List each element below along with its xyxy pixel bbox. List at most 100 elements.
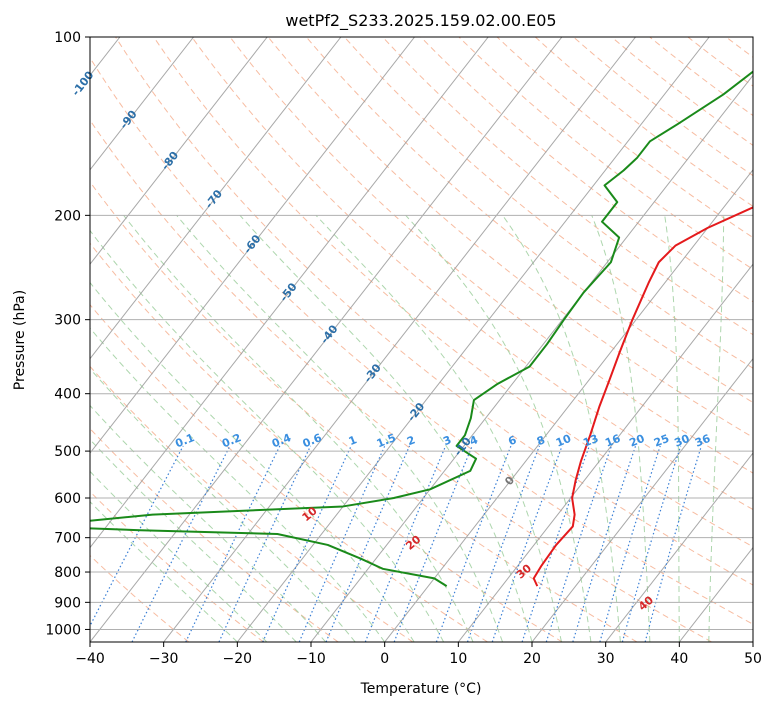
moist-adiabat-line [90, 404, 327, 642]
isotherm-line [163, 37, 636, 642]
mixing-ratio-line [572, 445, 637, 642]
plot-frame [89, 36, 754, 643]
isotherm-line [310, 74, 753, 642]
mixing-ratio-line [262, 445, 352, 642]
moist-adiabat-line [90, 367, 356, 642]
dry-adiabat-line [90, 427, 339, 642]
mixing-ratio-line [521, 445, 590, 642]
mixing-ratio-label: 1 [347, 433, 359, 448]
x-tick-label: 20 [523, 651, 541, 667]
dry-adiabat-line [267, 37, 753, 438]
moist-adiabat-line [176, 215, 504, 642]
x-tick-label: −20 [223, 651, 253, 667]
isotherm-line [236, 37, 710, 642]
mixing-ratio-label: 13 [581, 432, 600, 450]
moist-adiabat-line [90, 470, 268, 642]
dry-adiabat-line [764, 37, 775, 642]
mixing-ratio-label: 10 [554, 432, 573, 450]
moist-adiabat-line [664, 215, 680, 642]
mixing-ratio-label: 30 [672, 432, 691, 450]
isotherm-label: -60 [241, 232, 264, 256]
mixing-ratio-label: 0.1 [173, 431, 196, 450]
mixing-ratio-line [298, 445, 386, 642]
moist-adiabat-line [90, 501, 238, 642]
isotherm-line [90, 37, 342, 360]
mixing-ratio-line [545, 445, 613, 642]
dry-adiabat-line [90, 56, 753, 625]
chart-title: wetPf2_S233.2025.159.02.00.E05 [285, 11, 556, 31]
dry-adiabat-line [90, 303, 488, 642]
mixing-ratio-line [599, 445, 661, 642]
dry-adiabat-line [90, 365, 414, 642]
mixing-ratio-label: 20 [627, 432, 646, 450]
dry-adiabat-line [458, 37, 753, 270]
moist-adiabat-line [502, 215, 621, 642]
mixing-ratio-line [185, 445, 281, 642]
mixing-ratio-line [325, 445, 411, 642]
mixing-ratio-line [466, 445, 541, 642]
mixing-ratio-line [435, 445, 512, 642]
y-tick-label: 700 [54, 531, 81, 547]
y-tick-label: 600 [54, 491, 81, 507]
x-axis-title: Temperature (°C) [360, 681, 482, 697]
dry-adiabat-line [90, 119, 712, 642]
mixing-ratio-label: 25 [652, 432, 671, 450]
mixing-ratio-label: 0.2 [220, 431, 243, 450]
dry-adiabat-line [687, 37, 753, 87]
isotherm-line [90, 37, 489, 549]
x-tick-label: 50 [744, 651, 762, 667]
moist-adiabat-line [239, 215, 533, 642]
y-tick-label: 300 [54, 313, 81, 329]
y-tick-label: 1000 [45, 622, 81, 638]
isotherm-label: -80 [159, 149, 182, 173]
isotherm-label: -50 [277, 280, 300, 304]
moist-adiabat-line [591, 215, 651, 642]
mixing-ratio-line [644, 445, 702, 642]
theta-e-line [0, 215, 2, 642]
isotherm-line [90, 37, 415, 454]
x-tick-label: 40 [670, 651, 688, 667]
theta-label: 30 [514, 561, 534, 581]
line-labels: -100-90-80-70-60-50-40-30-20-1000.1 0.2 0.… [69, 68, 712, 613]
x-tick-label: 0 [380, 651, 389, 667]
x-tick-label: 30 [597, 651, 615, 667]
dry-adiabat-line [115, 37, 753, 586]
dewpoint-profile-line [90, 70, 753, 587]
mixing-ratio-label: 3 [441, 433, 453, 448]
moist-adiabat-line [708, 215, 725, 642]
isotherm-line [531, 357, 753, 642]
mixing-ratio-line [491, 445, 563, 642]
mixing-ratio-label: 0.6 [301, 431, 324, 450]
x-tick-label: −30 [149, 651, 179, 667]
mixing-ratio-label: 16 [603, 432, 622, 450]
profile-series [90, 70, 753, 587]
mixing-ratio-label: 0.4 [270, 431, 293, 450]
mixing-ratio-label: 6 [506, 433, 518, 448]
isotherm-label: -30 [361, 361, 384, 385]
isotherm-line [384, 168, 753, 642]
y-tick-label: 200 [54, 208, 81, 224]
moist-adiabat-line [90, 229, 445, 642]
dry-adiabat-line [420, 37, 753, 303]
isotherm-line [752, 641, 753, 642]
moist-adiabat-line [90, 281, 415, 642]
mixing-ratio-label: 8 [535, 433, 547, 448]
x-axis-ticks: −40 −30 −20 −10 0 10 20 30 40 50 [75, 642, 762, 667]
temperature-profile-line [532, 206, 753, 587]
isotherm-label: -20 [405, 400, 428, 424]
isotherm-line [457, 263, 753, 642]
x-tick-label: −10 [296, 651, 326, 667]
dry-adiabat-line [573, 37, 753, 177]
moist-adiabat-line [90, 438, 297, 642]
isotherm-label: -100 [69, 68, 96, 98]
mixing-ratio-label: 36 [693, 432, 712, 450]
moist-adiabat-line [123, 215, 474, 642]
x-tick-label: −40 [75, 651, 105, 667]
dry-adiabat-line [153, 37, 753, 548]
dry-adiabat-line [229, 37, 753, 474]
isotherm-line [90, 37, 563, 642]
isotherm-line [90, 37, 194, 171]
mixing-ratio-line [131, 445, 231, 642]
